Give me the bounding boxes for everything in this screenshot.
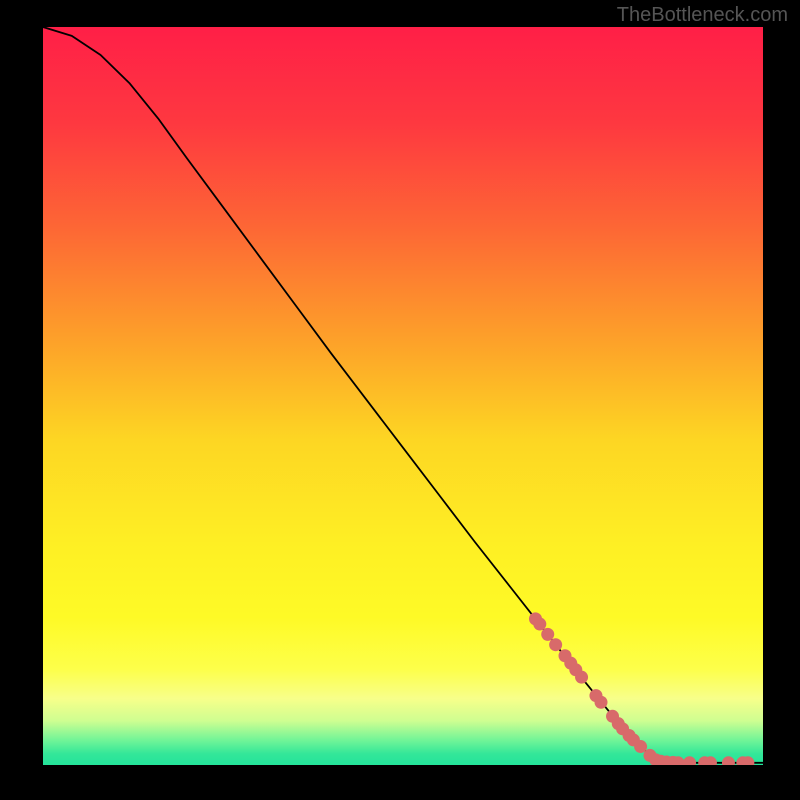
- chart-frame: TheBottleneck.com: [0, 0, 800, 800]
- attribution-text: TheBottleneck.com: [617, 4, 788, 27]
- chart-svg: [43, 27, 763, 765]
- plot-area: [43, 27, 763, 765]
- marker-point: [595, 696, 608, 709]
- marker-point: [533, 618, 546, 631]
- marker-point: [549, 638, 562, 651]
- gradient-background: [43, 27, 763, 765]
- marker-point: [541, 628, 554, 641]
- marker-point: [575, 671, 588, 684]
